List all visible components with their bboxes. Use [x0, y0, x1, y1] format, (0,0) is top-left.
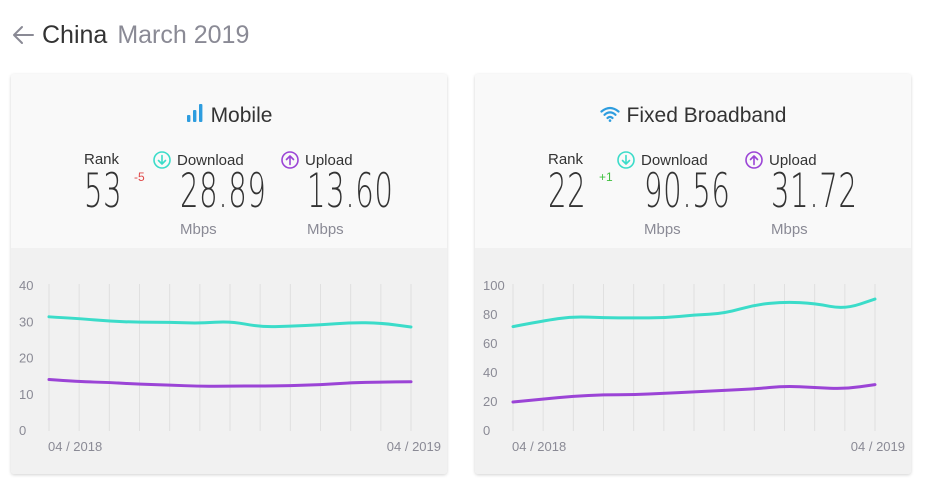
mobile-summary: Mobile Rank 53 -5 Download 28.89 Mbps Up… [11, 74, 447, 248]
y-tick-label: 80 [483, 307, 497, 322]
upload-label-text: Upload [305, 151, 353, 169]
x-start-label: 04 / 2018 [48, 439, 102, 454]
y-tick-label: 30 [19, 314, 33, 329]
rank-value: 22 [548, 164, 587, 219]
upload-label: Upload [745, 151, 817, 169]
upload-unit: Mbps [771, 221, 808, 238]
mobile-card: Mobile Rank 53 -5 Download 28.89 Mbps Up… [11, 74, 447, 474]
rank-label: Rank [548, 151, 584, 168]
upload-unit: Mbps [307, 221, 344, 238]
x-start-label: 04 / 2018 [512, 439, 566, 454]
fixed-summary: Fixed Broadband Rank 22 +1 Download 90.5… [475, 74, 911, 248]
download-value: 90.56 [644, 164, 731, 219]
mobile-title: Mobile [11, 104, 447, 128]
report-period: March 2019 [117, 20, 250, 49]
country-name: China [42, 20, 108, 49]
download-label-text: Download [641, 151, 708, 169]
download-series-line [47, 315, 413, 329]
y-tick-label: 40 [19, 278, 33, 293]
download-unit: Mbps [180, 221, 217, 238]
mobile-line-chart: 0 10 20 30 40 04 / 2018 04 / 2019 [19, 278, 441, 454]
download-series-line [511, 297, 877, 329]
y-tick-label: 0 [19, 423, 26, 438]
mobile-title-label: Mobile [210, 104, 273, 127]
upload-arrow-icon [281, 151, 299, 169]
download-arrow-icon [617, 151, 635, 169]
download-label: Download [153, 151, 244, 169]
y-tick-label: 0 [483, 423, 490, 438]
upload-value: 31.72 [771, 164, 858, 219]
wifi-icon [599, 104, 620, 128]
upload-label: Upload [281, 151, 353, 169]
download-value: 28.89 [180, 164, 267, 219]
fixed-speed-chart: 0 20 40 60 80 100 04 / 2018 04 / 2019 [475, 248, 911, 474]
download-arrow-icon [153, 151, 171, 169]
fixed-line-chart: 0 20 40 60 80 100 04 / 2018 04 / 2019 [483, 278, 905, 454]
upload-label-text: Upload [769, 151, 817, 169]
rank-label: Rank [84, 151, 120, 168]
fixed-broadband-card: Fixed Broadband Rank 22 +1 Download 90.5… [475, 74, 911, 474]
fixed-title-label: Fixed Broadband [626, 104, 787, 127]
y-tick-label: 40 [483, 365, 497, 380]
x-end-label: 04 / 2019 [851, 439, 905, 454]
y-tick-label: 20 [19, 351, 33, 366]
upload-value: 13.60 [307, 164, 394, 219]
upload-series-line [47, 378, 413, 388]
y-tick-label: 20 [483, 394, 497, 409]
rank-value: 53 [84, 164, 123, 219]
rank-change: +1 [599, 170, 613, 184]
upload-arrow-icon [745, 151, 763, 169]
y-tick-label: 10 [19, 387, 33, 402]
download-unit: Mbps [644, 221, 681, 238]
fixed-title: Fixed Broadband [475, 104, 911, 128]
y-tick-label: 60 [483, 336, 497, 351]
mobile-speed-chart: 0 10 20 30 40 04 / 2018 04 / 2019 [11, 248, 447, 474]
upload-series-line [511, 383, 877, 404]
x-end-label: 04 / 2019 [387, 439, 441, 454]
signal-bars-icon [186, 104, 204, 128]
y-tick-label: 100 [483, 278, 505, 293]
back-arrow-icon[interactable] [10, 22, 36, 48]
page-header: China March 2019 [10, 18, 249, 52]
rank-change: -5 [134, 170, 145, 184]
download-label: Download [617, 151, 708, 169]
download-label-text: Download [177, 151, 244, 169]
